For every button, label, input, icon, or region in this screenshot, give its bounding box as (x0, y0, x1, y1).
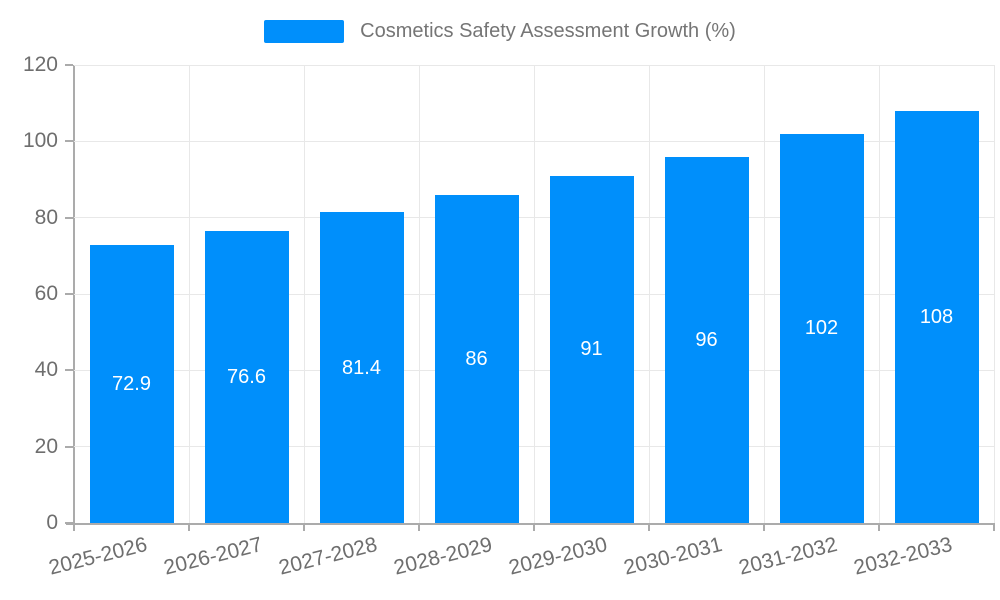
x-axis-tick (993, 523, 995, 531)
x-gridline (188, 65, 190, 523)
y-axis-tick (65, 522, 73, 524)
y-axis-tick (65, 140, 73, 143)
x-gridline (648, 65, 650, 523)
legend-item[interactable]: Cosmetics Safety Assessment Growth (%) (264, 20, 736, 43)
x-gridline (533, 65, 535, 523)
x-axis-tick (303, 523, 305, 531)
bar-2032-2033 (894, 110, 979, 523)
y-axis-tick (65, 293, 73, 295)
y-tick-label: 80 (34, 205, 58, 229)
x-axis-tick (188, 523, 190, 531)
y-axis-tick (65, 64, 73, 66)
y-tick-label: 100 (22, 129, 58, 153)
x-gridline (303, 65, 305, 523)
bar-2028-2029 (434, 194, 519, 523)
y-tick-label: 60 (34, 282, 58, 305)
bar-2031-2032 (779, 133, 864, 523)
x-axis-tick (418, 523, 420, 531)
plot-area: 72.9 76.6 81.4 86 91 96 102 108 (74, 64, 995, 523)
x-gridline (878, 65, 880, 523)
bar-2029-2030 (549, 175, 634, 523)
bar-2025-2026 (89, 244, 174, 523)
y-axis-tick (65, 445, 73, 448)
bar-value-label: 81.4 (342, 356, 381, 379)
bar-2030-2031 (664, 156, 749, 523)
x-axis-tick (73, 523, 75, 531)
bar-value-label: 102 (804, 317, 839, 340)
y-tick-label: 120 (22, 53, 58, 76)
y-tick-label: 0 (46, 511, 58, 534)
y-axis-line (73, 65, 75, 524)
bar-value-label: 108 (919, 305, 954, 328)
x-gridline (993, 65, 995, 523)
x-gridline (763, 65, 765, 523)
y-axis-tick (65, 216, 73, 219)
bar-value-label: 86 (465, 347, 488, 370)
y-tick-label: 20 (34, 434, 58, 458)
bar-2026-2027 (204, 230, 289, 523)
x-axis-tick (533, 523, 535, 531)
bar-value-label: 96 (695, 328, 718, 351)
x-axis-tick (878, 523, 880, 531)
x-axis-tick (763, 523, 765, 531)
y-axis-tick (65, 369, 73, 372)
chart-legend: Cosmetics Safety Assessment Growth (%) (0, 20, 1000, 43)
x-gridline (418, 65, 420, 523)
legend-color-swatch (264, 20, 345, 43)
y-tick-label: 40 (34, 358, 58, 382)
x-axis-tick (648, 523, 650, 531)
bar-2027-2028 (319, 212, 404, 523)
bar-value-label: 91 (580, 338, 603, 361)
bar-value-label: 76.6 (227, 365, 266, 388)
bar-value-label: 72.9 (112, 372, 151, 395)
legend-series-label: Cosmetics Safety Assessment Growth (%) (360, 20, 736, 42)
x-axis-line (66, 523, 994, 525)
